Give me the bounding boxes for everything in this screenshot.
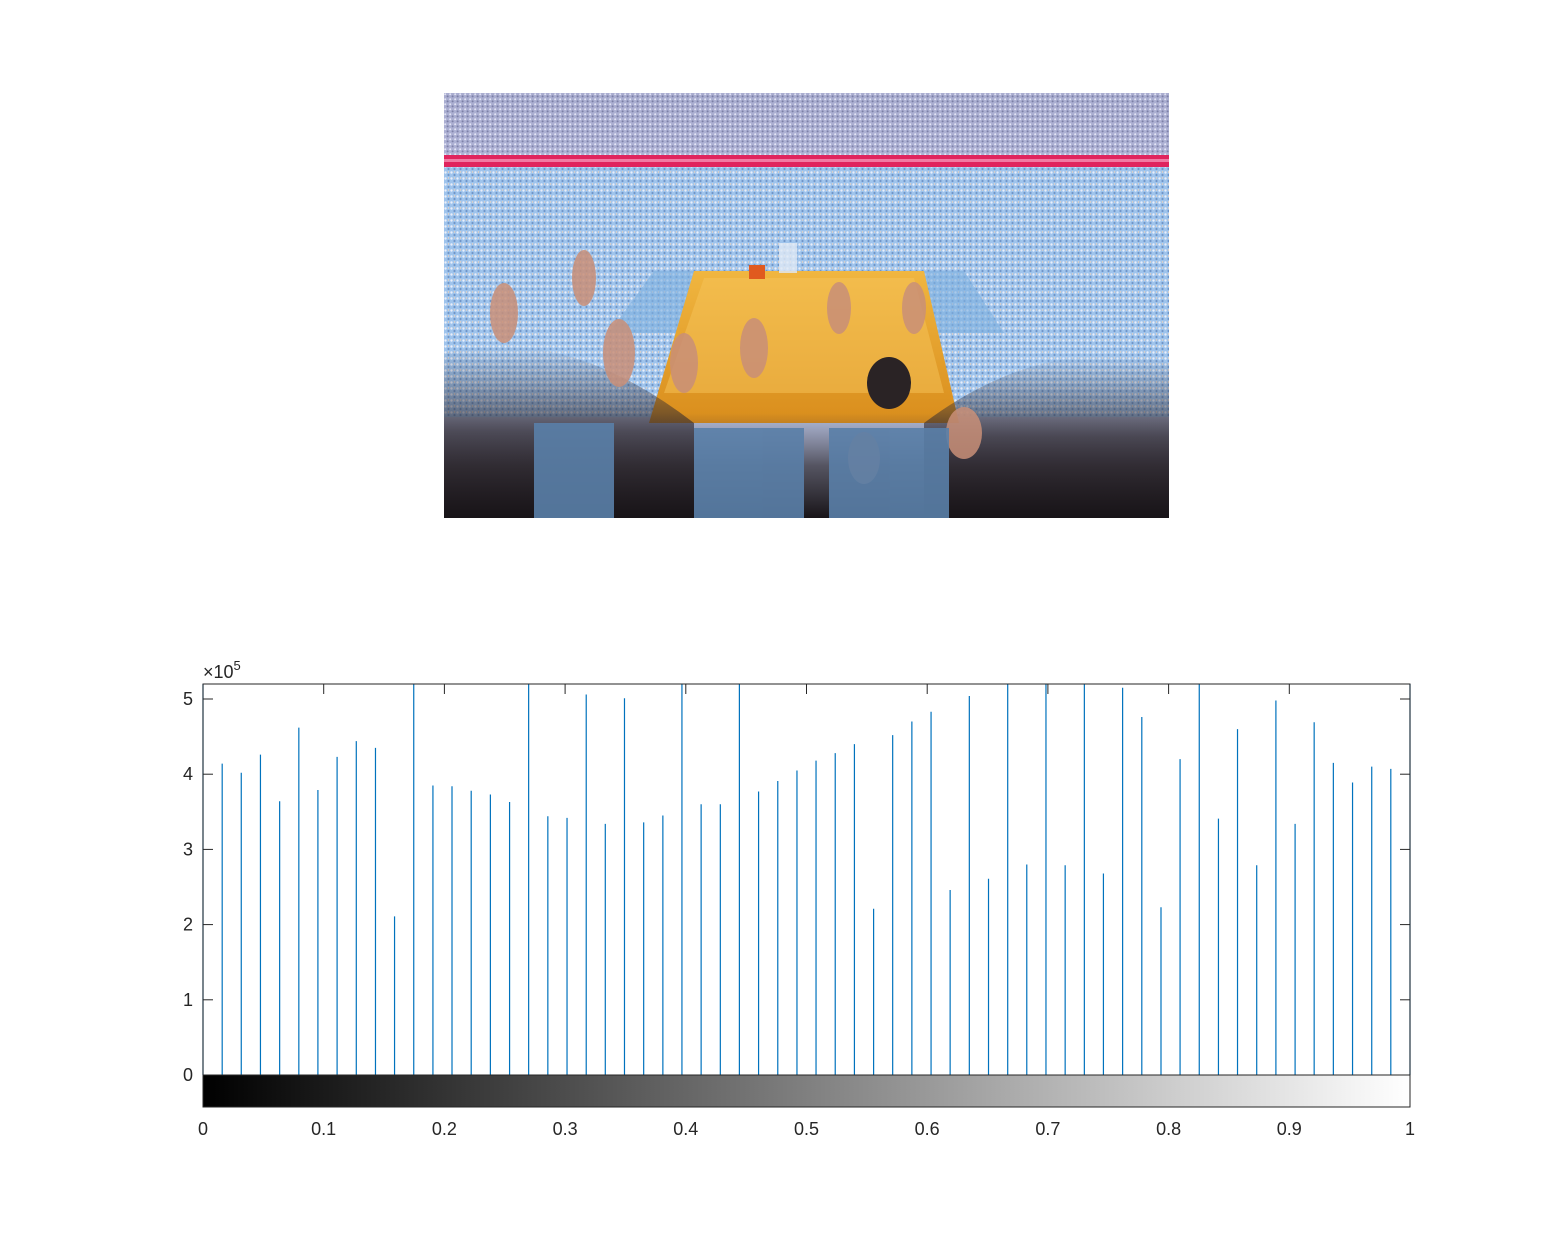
axis-ticks [202, 684, 1411, 1107]
y-tick-label: 3 [183, 839, 193, 859]
x-tick-label: 0.4 [673, 1119, 698, 1139]
y-tick-label: 1 [183, 990, 193, 1010]
x-tick-label: 0 [198, 1119, 208, 1139]
y-exponent-label: ×105 [203, 658, 241, 682]
y-exponent-power: 5 [234, 658, 241, 673]
x-tick-label: 0.8 [1156, 1119, 1181, 1139]
x-tick-label: 0.7 [1035, 1119, 1060, 1139]
stem-series [202, 684, 1411, 1075]
x-tick-label: 0.2 [432, 1119, 457, 1139]
x-tick-label: 0.5 [794, 1119, 819, 1139]
y-tick-label: 0 [183, 1065, 193, 1085]
colorbar-gradient [202, 1074, 1411, 1108]
x-tick-labels: 0 0.1 0.2 0.3 0.4 0.5 0.6 0.7 0.8 0.9 1 [198, 1119, 1415, 1139]
y-tick-label: 4 [183, 764, 193, 784]
x-tick-label: 0.1 [311, 1119, 336, 1139]
y-tick-label: 2 [183, 915, 193, 935]
crowd-photo [444, 93, 1169, 518]
x-tick-label: 1 [1405, 1119, 1415, 1139]
y-tick-labels: 0 1 2 3 4 5 [183, 689, 193, 1085]
y-tick-label: 5 [183, 689, 193, 709]
y-exponent-base: ×10 [203, 662, 234, 682]
x-tick-label: 0.3 [553, 1119, 578, 1139]
x-tick-label: 0.9 [1277, 1119, 1302, 1139]
colorbar [202, 1074, 1411, 1108]
axes-box [202, 683, 1411, 1108]
x-tick-label: 0.6 [915, 1119, 940, 1139]
